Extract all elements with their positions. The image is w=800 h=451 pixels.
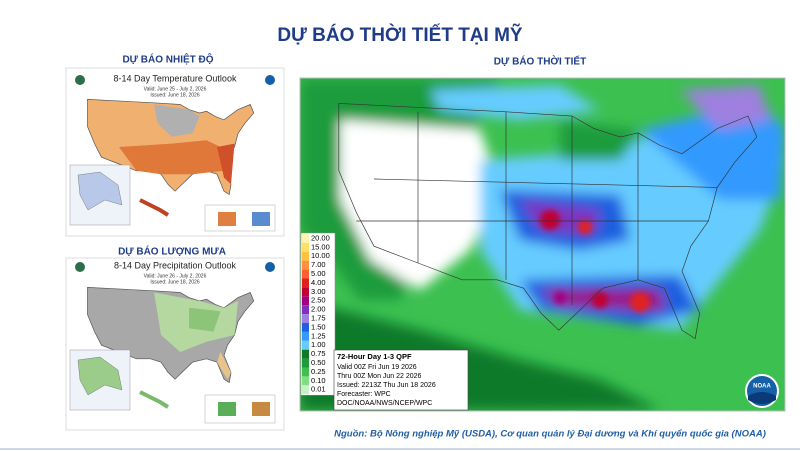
- legend-label: 1.00: [311, 340, 326, 349]
- map-valid: Valid: June 26 - July 2, 2026: [144, 273, 207, 279]
- legend-label: 7.00: [311, 260, 326, 269]
- legend-label: 1.50: [311, 322, 326, 331]
- legend-label: 2.00: [311, 305, 326, 314]
- legend-label: 0.01: [311, 385, 326, 394]
- noaa-icon: [265, 75, 275, 85]
- qpf-map: [300, 78, 785, 411]
- legend-swatch: [302, 367, 309, 377]
- legend-label: 4.00: [311, 278, 326, 287]
- precipitation-heading: DỰ BÁO LƯỢNG MƯA: [118, 245, 226, 258]
- temperature-heading: DỰ BÁO NHIỆT ĐỘ: [122, 53, 213, 66]
- legend-label: 0.10: [311, 376, 326, 385]
- map-valid: Valid: June 25 - July 2, 2026: [144, 86, 207, 92]
- qpf-frame: [299, 77, 786, 412]
- info-line: Issued: 2213Z Thu Jun 18 2026: [337, 382, 436, 389]
- noaa-icon: [265, 262, 275, 272]
- legend-swatch: [302, 305, 309, 315]
- info-title: 72-Hour Day 1-3 QPF: [337, 352, 412, 361]
- agency-icon: [75, 75, 85, 85]
- precipitation-map: 8-14 Day Precipitation Outlook Valid: Ju…: [65, 257, 285, 431]
- legend-label: 0.75: [311, 349, 326, 358]
- legend-label: 5.00: [311, 269, 326, 278]
- title: DỰ BÁO THỜI TIẾT TẠI MỸ: [277, 24, 523, 46]
- legend-swatch: [302, 349, 309, 359]
- map-issued: Issued: June 18, 2026: [150, 92, 199, 98]
- legend-label: 15.00: [311, 242, 330, 251]
- legend-swatch: [302, 331, 309, 341]
- legend-label: 20.00: [311, 233, 330, 242]
- legend-swatch: [302, 340, 309, 350]
- legend-label: 3.00: [311, 287, 326, 296]
- map-title: 8-14 Day Temperature Outlook: [114, 73, 237, 83]
- legend-swatch: [302, 358, 309, 368]
- legend-label: 1.25: [311, 331, 326, 340]
- agency-icon: [75, 262, 85, 272]
- legend-label: 0.25: [311, 367, 326, 376]
- weather-heading: DỰ BÁO THỜI TIẾT: [494, 55, 586, 68]
- legend-label: 10.00: [311, 251, 330, 260]
- map-title: 8-14 Day Precipitation Outlook: [114, 260, 237, 270]
- qpf-legend: 20.0015.0010.007.005.004.003.002.502.001…: [300, 232, 336, 396]
- legend-swatch: [302, 385, 309, 395]
- noaa-logo: NOAA: [745, 374, 779, 408]
- legend-swatch: [302, 242, 309, 252]
- qpf-info-box: 72-Hour Day 1-3 QPF Valid 00Z Fri Jun 19…: [333, 349, 469, 411]
- logo-text: NOAA: [753, 384, 771, 390]
- info-line: Thru 00Z Mon Jun 22 2026: [337, 373, 422, 380]
- legend-swatch: [302, 314, 309, 323]
- legend-swatch: [302, 260, 309, 270]
- source: Nguồn: Bộ Nông nghiệp Mỹ (USDA), Cơ quan…: [334, 429, 766, 440]
- legend-swatch: [302, 287, 309, 297]
- legend-swatch: [302, 323, 309, 332]
- map-issued: Issued: June 18, 2026: [150, 279, 199, 285]
- legend-swatch: [302, 376, 309, 386]
- legend-swatch: [302, 278, 309, 288]
- info-line: Valid 00Z Fri Jun 19 2026: [337, 364, 417, 371]
- legend-swatch: [302, 269, 309, 279]
- temperature-map: 8-14 Day Temperature Outlook Valid: June…: [65, 67, 285, 237]
- legend-swatch: [302, 234, 309, 243]
- legend-label: 1.75: [311, 314, 326, 323]
- legend-swatch: [302, 251, 309, 261]
- info-line: DOC/NOAA/NWS/NCEP/WPC: [337, 400, 432, 407]
- info-line: Forecaster: WPC: [337, 391, 391, 398]
- legend-label: 2.50: [311, 296, 326, 305]
- legend-label: 0.50: [311, 358, 326, 367]
- legend-swatch: [302, 296, 309, 306]
